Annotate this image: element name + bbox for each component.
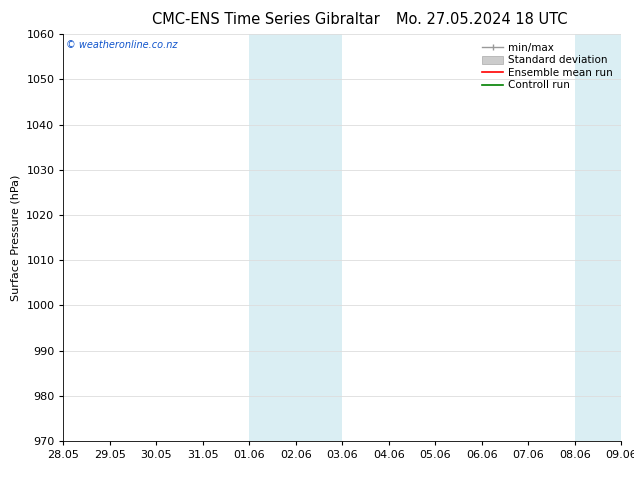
Text: Mo. 27.05.2024 18 UTC: Mo. 27.05.2024 18 UTC bbox=[396, 12, 567, 27]
Bar bbox=[296, 34, 342, 441]
Text: © weatheronline.co.nz: © weatheronline.co.nz bbox=[66, 40, 178, 50]
Text: CMC-ENS Time Series Gibraltar: CMC-ENS Time Series Gibraltar bbox=[152, 12, 380, 27]
Bar bbox=[249, 34, 296, 441]
Bar bbox=[575, 34, 621, 441]
Y-axis label: Surface Pressure (hPa): Surface Pressure (hPa) bbox=[11, 174, 21, 301]
Legend: min/max, Standard deviation, Ensemble mean run, Controll run: min/max, Standard deviation, Ensemble me… bbox=[479, 40, 616, 94]
